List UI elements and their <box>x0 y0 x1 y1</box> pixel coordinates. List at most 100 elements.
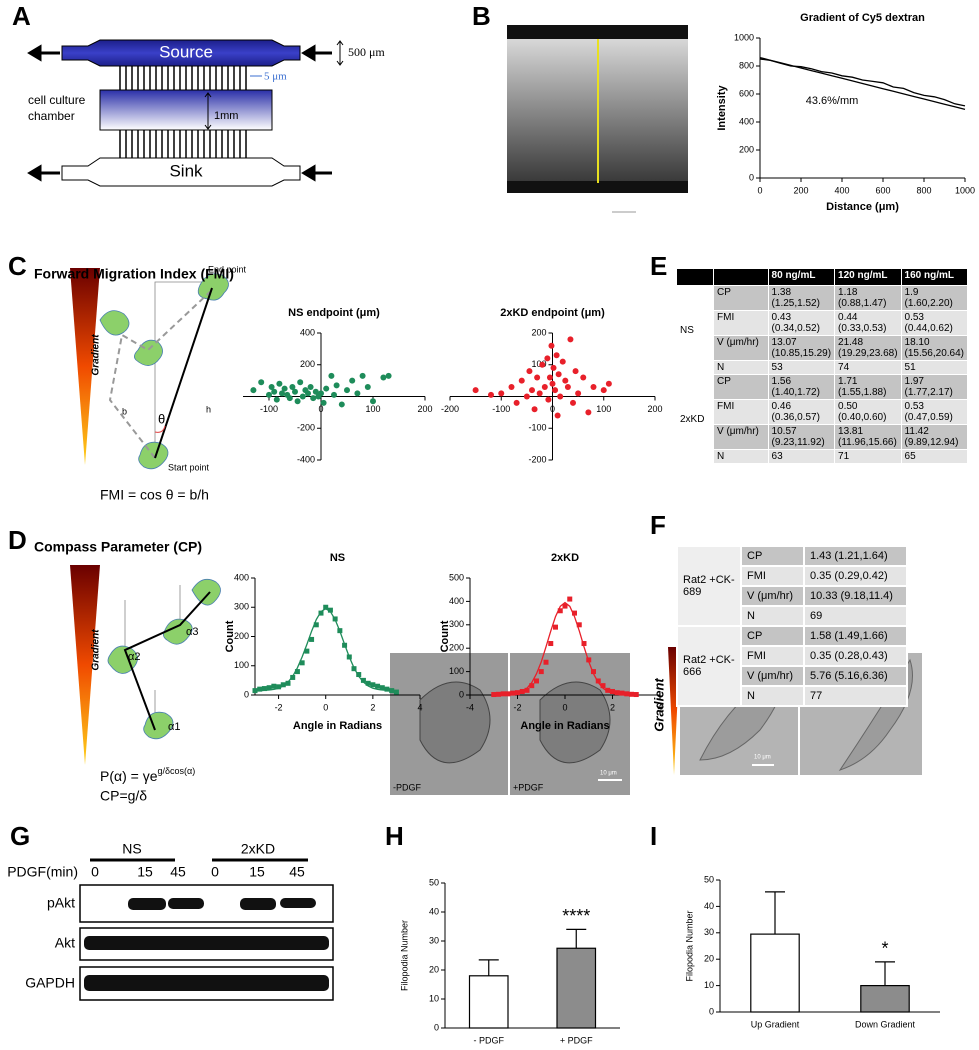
data-point <box>534 374 541 381</box>
data-point <box>370 682 376 688</box>
micrograph <box>390 653 630 795</box>
y-tick-label: 50 <box>429 877 439 887</box>
y-tick-label: 0 <box>709 1006 714 1016</box>
chamber-label: chamber <box>28 109 75 123</box>
table-cell: 18.10 (15.56,20.64) <box>900 335 969 361</box>
data-point <box>548 641 554 647</box>
data-point <box>286 395 293 402</box>
panel-label: E <box>650 251 667 281</box>
y-tick-label: -100 <box>528 423 546 433</box>
data-point <box>549 380 556 387</box>
scale-bar-label: 10 μm <box>754 755 771 761</box>
error-bar <box>765 891 785 935</box>
x-axis-label: Distance (μm) <box>826 201 899 213</box>
header-row: 80 ng/mL 120 ng/mL 160 ng/mL <box>676 268 969 286</box>
data-point <box>384 686 390 692</box>
x-tick-label: 0 <box>757 185 762 195</box>
data-point <box>285 680 291 686</box>
data-point <box>498 390 505 397</box>
error-bar <box>478 959 499 976</box>
data-point <box>294 398 301 405</box>
data-point <box>327 607 333 613</box>
y-tick-label: 100 <box>531 359 546 369</box>
data-point <box>365 680 371 686</box>
x-tick-label: -100 <box>260 404 278 414</box>
table-cell: 10.33 (9.18,11.4) <box>802 585 909 607</box>
y-tick-label: 40 <box>704 901 714 911</box>
data-point <box>333 382 340 389</box>
data-point <box>370 398 376 405</box>
data-point <box>505 691 511 697</box>
x-tick-label: -100 <box>492 404 510 414</box>
y-tick-label: 10 <box>429 993 439 1003</box>
table-f: Rat2 +CK-689 CP 1.43 (1.21,1.64) FMI 0.35 (0… <box>676 545 909 707</box>
data-point <box>564 383 571 390</box>
y-tick-label: 0 <box>749 172 754 182</box>
data-point <box>292 388 298 395</box>
data-point <box>538 669 544 675</box>
x-tick-label: 2 <box>370 702 375 712</box>
y-tick-label: 0 <box>434 1022 439 1032</box>
timepoint: 0 <box>211 864 219 880</box>
x-axis-label: Angle in Radians <box>293 720 382 732</box>
panel-label: B <box>472 1 491 31</box>
x-tick-label: 600 <box>875 185 890 195</box>
row-label: FMI <box>713 399 769 425</box>
table-cell: 0.53 (0.47,0.59) <box>900 399 969 425</box>
row-label: Akt <box>55 935 75 951</box>
data-point <box>290 674 296 680</box>
data-point <box>567 596 573 602</box>
data-point <box>393 689 399 695</box>
data-point <box>313 622 319 628</box>
bar <box>860 984 910 1013</box>
group-cell: 2xKD <box>676 374 714 464</box>
table-cell: 10.57 (9.23,11.92) <box>767 424 836 450</box>
data-point <box>310 395 317 402</box>
data-point <box>510 690 516 696</box>
data-point <box>299 393 306 400</box>
data-point <box>318 390 324 397</box>
table-cell: 1.71 (1.55,1.88) <box>834 374 902 400</box>
x-tick-label: 4 <box>417 702 422 712</box>
y-tick-label: 30 <box>429 935 439 945</box>
gradient-label: Gradient <box>91 629 102 671</box>
panel-label: D <box>8 525 27 555</box>
y-tick-label: 400 <box>449 596 464 606</box>
data-point <box>605 687 611 693</box>
data-point <box>595 678 601 684</box>
y-tick-label: 50 <box>704 874 714 884</box>
y-tick-label: 100 <box>234 660 249 670</box>
row-label: FMI <box>713 310 769 336</box>
data-point <box>276 380 283 387</box>
table-cell: 63 <box>767 449 836 464</box>
x-tick-label: 1000 <box>955 185 975 195</box>
data-point <box>557 608 563 614</box>
panel-label: I <box>650 821 657 851</box>
table-row: FMI 0.35 (0.28,0.43) <box>677 645 909 667</box>
compass-diagram <box>107 578 221 740</box>
data-point <box>294 669 300 675</box>
table-cell: 1.56 (1.40,1.72) <box>767 374 836 400</box>
sink-label: Sink <box>169 161 203 180</box>
table-row: N 69 <box>677 605 909 627</box>
y-tick-label: 500 <box>449 572 464 582</box>
data-point <box>491 692 497 698</box>
annotation: 43.6%/mm <box>806 95 859 107</box>
data-point <box>550 364 557 371</box>
data-point <box>605 380 612 387</box>
data-point <box>552 387 559 394</box>
row-label: V (μm/hr) <box>740 665 805 687</box>
data-point <box>529 387 535 394</box>
row-label: pAkt <box>47 895 75 911</box>
panel-label: C <box>8 251 27 281</box>
x-tick-label: 0 <box>550 404 555 414</box>
chart-title: NS <box>330 552 345 564</box>
bar <box>750 933 800 1013</box>
x-tick-label: -2 <box>275 702 283 712</box>
timepoint: 45 <box>289 864 305 880</box>
data-point <box>289 383 296 390</box>
row-label: CP <box>740 545 805 567</box>
row-label: V (μm/hr) <box>740 585 805 607</box>
data-point <box>572 610 577 616</box>
y-tick-label: 20 <box>704 954 714 964</box>
